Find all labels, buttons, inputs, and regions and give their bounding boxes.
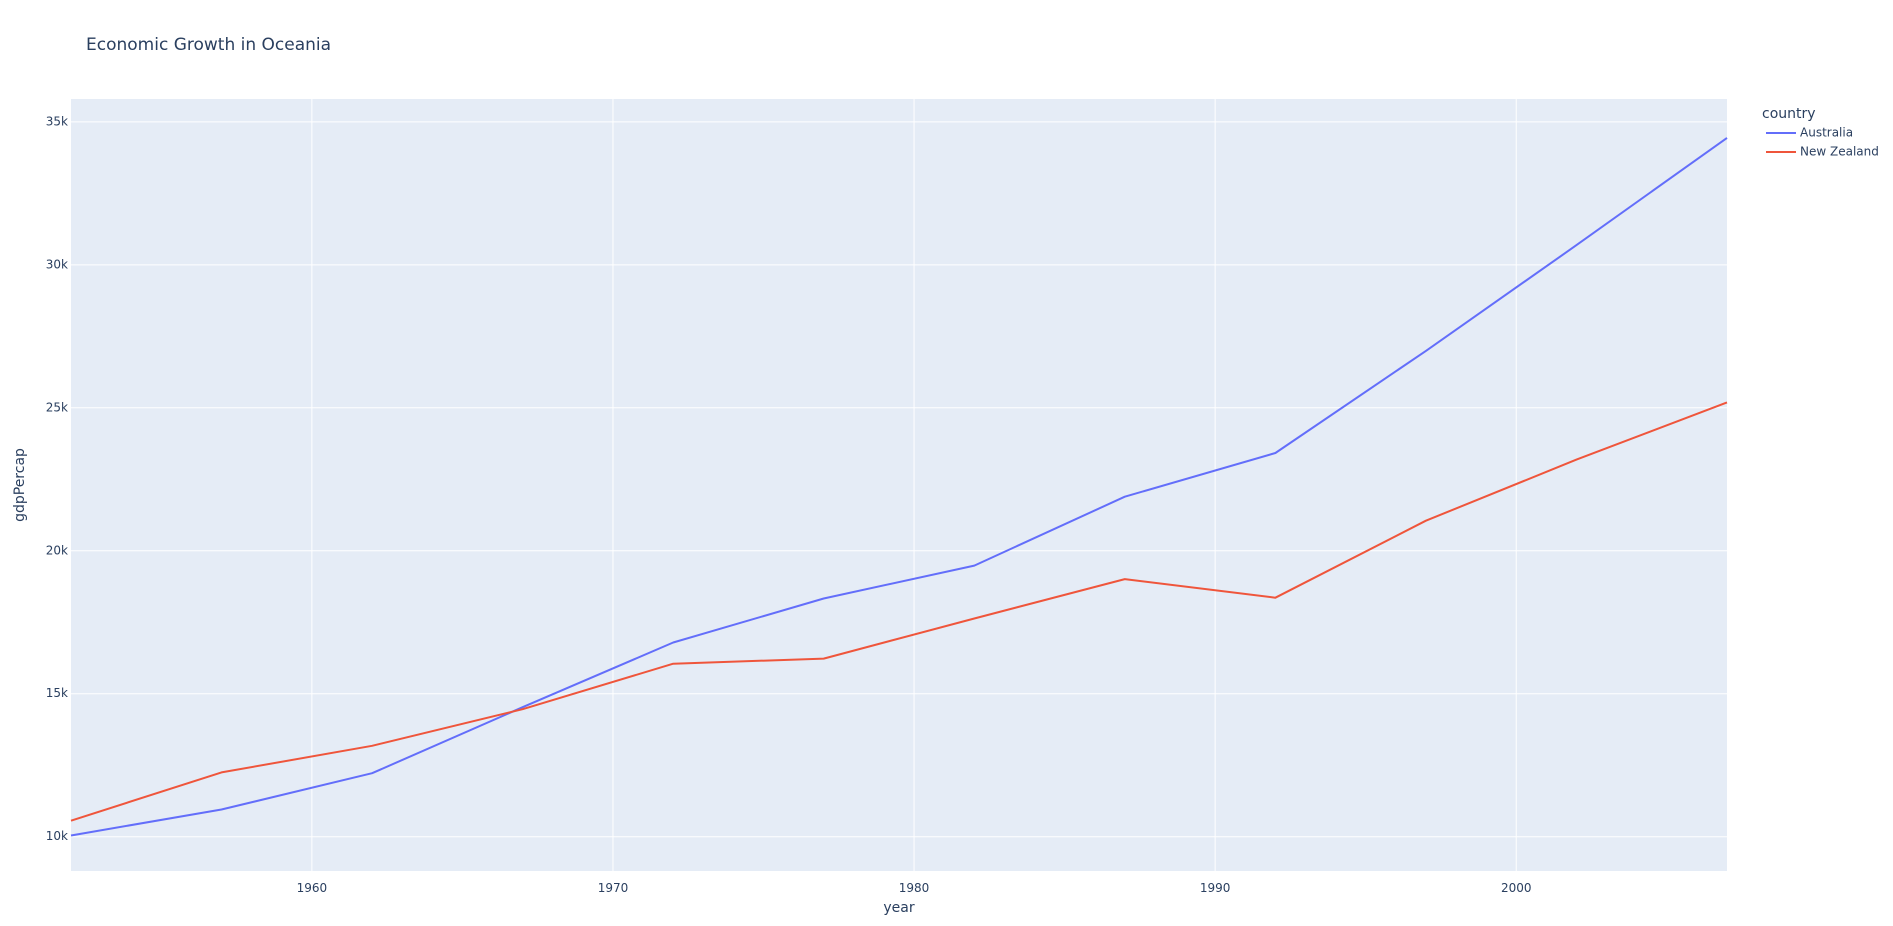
x-grid (311, 99, 1517, 871)
x-axis-title: year (883, 900, 914, 916)
y-grid (71, 121, 1727, 838)
y-tick-label: 35k (46, 114, 68, 128)
legend-label: Australia (1800, 126, 1853, 140)
plot-area (71, 99, 1727, 871)
x-tick-label: 1970 (598, 881, 629, 895)
legend[interactable]: country Australia New Zealand (1762, 106, 1879, 159)
y-tick-label: 30k (46, 257, 68, 271)
y-tick-labels: 10k 15k 20k 25k 30k 35k (46, 114, 68, 843)
legend-title: country (1762, 106, 1816, 122)
legend-label: New Zealand (1800, 145, 1879, 159)
x-tick-label: 1990 (1200, 881, 1231, 895)
y-axis-title: gdpPercap (12, 448, 28, 522)
x-tick-label: 2000 (1501, 881, 1532, 895)
y-tick-label: 15k (46, 686, 68, 700)
x-tick-label: 1960 (297, 881, 328, 895)
y-tick-label: 10k (46, 829, 68, 843)
y-tick-label: 25k (46, 400, 68, 414)
legend-item-australia[interactable]: Australia (1766, 126, 1853, 140)
legend-item-new-zealand[interactable]: New Zealand (1766, 145, 1879, 159)
series-line-australia (70, 137, 1728, 837)
series-lines (70, 137, 1728, 837)
series-line-new-zealand (70, 401, 1728, 822)
chart-title: Economic Growth in Oceania (86, 35, 331, 55)
x-tick-label: 1980 (899, 881, 930, 895)
x-tick-labels: 1960 1970 1980 1990 2000 (297, 881, 1532, 895)
y-tick-label: 20k (46, 543, 68, 557)
